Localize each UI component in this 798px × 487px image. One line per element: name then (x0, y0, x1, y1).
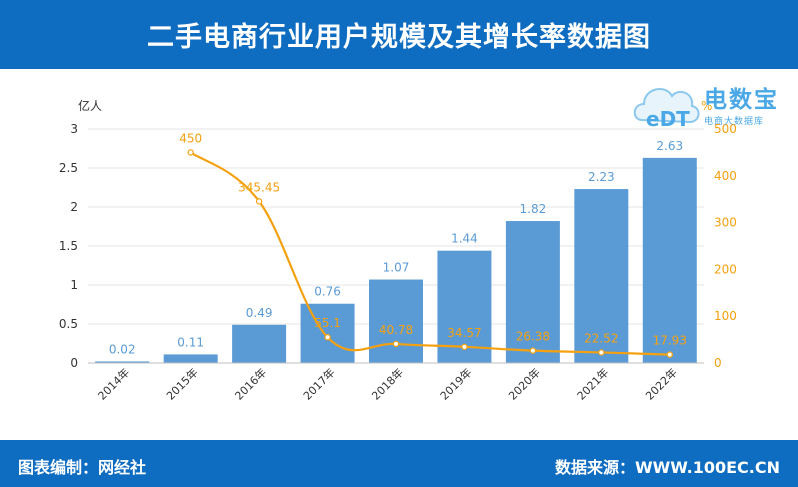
bar-data-label: 2.63 (656, 139, 683, 153)
cloud-icon: eDT (633, 88, 700, 131)
y2-tick-label: 100 (714, 309, 737, 323)
growth-data-label: 26.38 (516, 330, 550, 344)
growth-line-series: 450 345.45 55.1 40.78 34.57 26.38 22.52 17.93 (179, 131, 687, 358)
x-tick-label: 2020年 (506, 365, 543, 402)
growth-point (461, 343, 468, 351)
logo-mark: eDT (646, 107, 690, 131)
x-tick-label: 2018年 (369, 365, 406, 402)
chart-title-banner: 二手电商行业用户规模及其增长率数据图 (0, 0, 798, 69)
y-tick-label: 1 (70, 278, 78, 292)
y-axis-label: 亿人 (78, 98, 102, 113)
bar (163, 354, 218, 363)
y-tick-label: 2 (70, 200, 78, 214)
growth-data-label: 450 (179, 131, 202, 145)
footer-source: 数据来源：WWW.100EC.CN (554, 458, 780, 477)
growth-data-label: 22.52 (584, 331, 618, 345)
x-tick-label: 2017年 (300, 365, 337, 402)
x-tick-label: 2019年 (437, 365, 474, 402)
bar (95, 361, 150, 363)
y2-axis-label: % (701, 99, 712, 113)
bar (574, 189, 629, 363)
y-tick-label: 1.5 (59, 239, 78, 253)
bar-data-label: 0.02 (109, 342, 136, 356)
x-tick-label: 2021年 (574, 365, 611, 402)
growth-data-label: 345.45 (238, 180, 280, 194)
bar-data-label: 0.76 (314, 285, 341, 299)
logo-subtitle: 电商大数据库 (704, 117, 765, 127)
growth-point (324, 334, 331, 341)
x-tick-label: 2015年 (163, 365, 200, 402)
y2-tick-label: 200 (714, 262, 737, 276)
bar-data-label: 0.49 (246, 306, 273, 320)
bar (300, 303, 355, 363)
chart: 0.02 0.11 0.49 0.76 1.07 1.44 1.82 2.23 2.63 450… (59, 98, 737, 403)
growth-data-label: 55.1 (314, 316, 341, 330)
page-title: 二手电商行业用户规模及其增长率数据图 (147, 22, 651, 53)
y2-tick-label: 400 (714, 169, 737, 183)
y-tick-label: 0.5 (59, 317, 78, 331)
growth-point (392, 340, 400, 348)
bar (642, 157, 697, 363)
bar-data-label: 0.11 (177, 335, 204, 349)
growth-point (666, 351, 673, 358)
bar-data-label: 1.07 (383, 261, 410, 275)
bar (505, 221, 560, 363)
bar-data-label: 1.82 (520, 202, 547, 216)
y-tick-label: 2.5 (59, 161, 78, 175)
y-tick-label: 3 (70, 122, 78, 136)
growth-data-label: 40.78 (379, 323, 413, 337)
growth-data-label: 17.93 (653, 334, 687, 348)
y2-tick-label: 300 (714, 216, 737, 230)
logo-brand: 电数宝 (704, 87, 779, 113)
growth-point (255, 198, 263, 205)
footer-compiler: 图表编制：网经社 (18, 458, 147, 477)
y2-tick-label: 0 (714, 356, 722, 370)
growth-line (190, 151, 670, 356)
bar-data-label: 1.44 (451, 232, 478, 246)
growth-data-label: 34.57 (447, 326, 481, 340)
bar-series: 0.02 0.11 0.49 0.76 1.07 1.44 1.82 2.23 2.63 (95, 139, 697, 363)
x-tick-label: 2014年 (95, 365, 132, 402)
bar-data-label: 2.23 (588, 170, 615, 184)
growth-point (598, 349, 605, 356)
x-tick-label: 2022年 (642, 365, 679, 402)
growth-point (187, 149, 194, 156)
footer-banner: 图表编制：网经社 数据来源：WWW.100EC.CN (0, 440, 798, 487)
growth-point (529, 347, 537, 354)
x-tick-label: 2016年 (232, 365, 269, 402)
edt-logo: eDT 电数宝 电商大数据库 (632, 74, 792, 134)
bar (232, 324, 287, 363)
y2-tick-label: 500 (714, 122, 737, 136)
y-tick-label: 0 (70, 356, 78, 370)
bar (369, 279, 423, 363)
